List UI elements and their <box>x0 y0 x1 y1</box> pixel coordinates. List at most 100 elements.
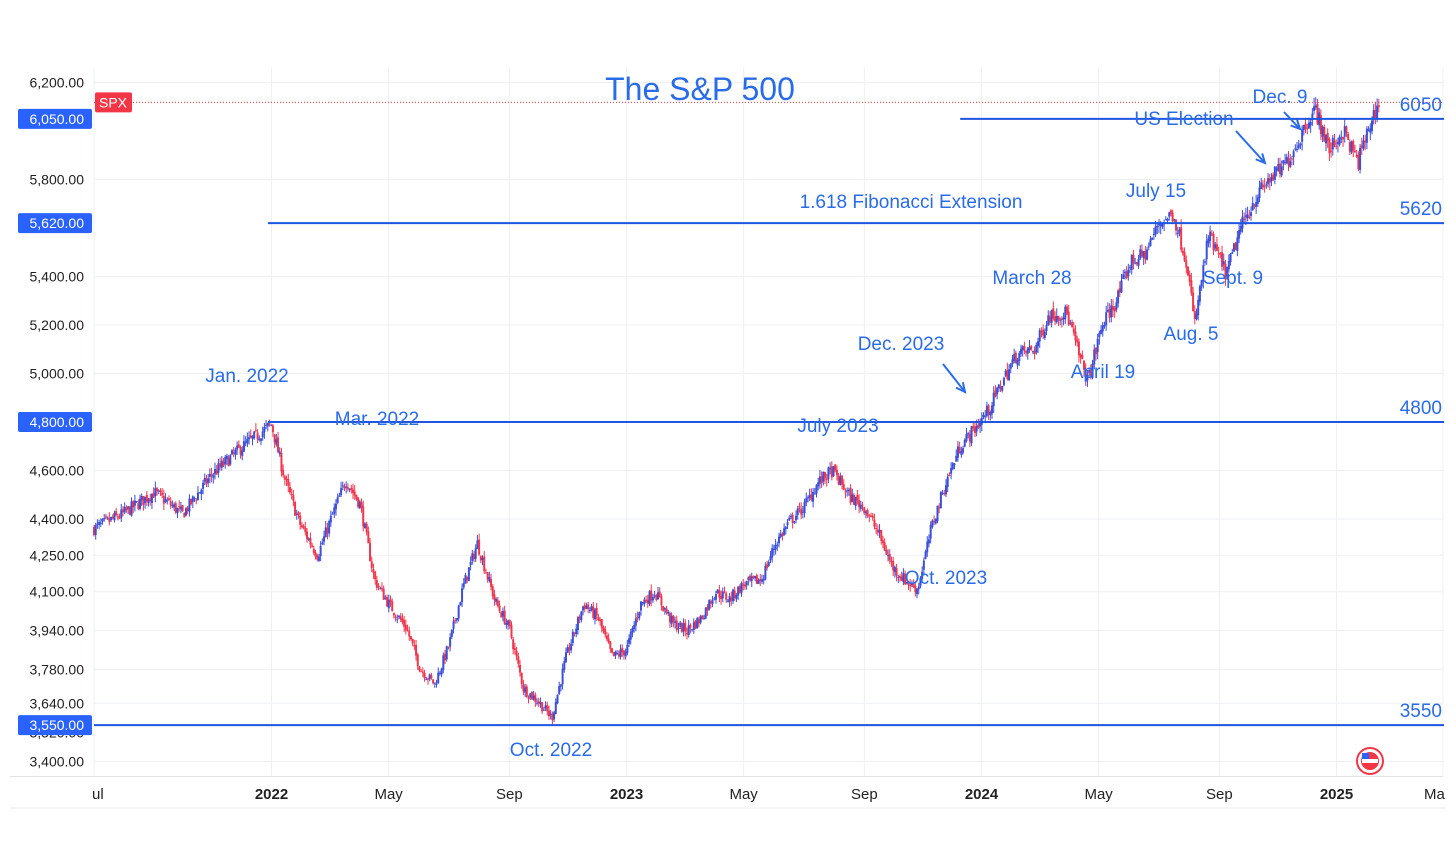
candle-body <box>941 493 944 495</box>
candle-body <box>432 679 435 684</box>
candle-body <box>145 494 148 502</box>
candle-body <box>985 405 988 416</box>
candle-body <box>454 620 457 622</box>
candle-body <box>621 647 624 653</box>
candle-body <box>793 521 796 523</box>
candle-body <box>806 497 809 499</box>
level-layer: 6050 5620 4800 3550 <box>94 95 1444 727</box>
candle-body <box>917 586 920 590</box>
candle-body <box>711 600 714 604</box>
level-label: 4800 <box>1400 398 1442 419</box>
candle-body <box>374 571 377 580</box>
candle-body <box>965 433 968 442</box>
candle-body <box>587 604 590 609</box>
candle-body <box>1130 254 1133 270</box>
tradingview-logo[interactable] <box>1356 747 1384 775</box>
candle-body <box>472 554 475 560</box>
candle-body <box>1129 267 1132 269</box>
candle-body <box>1345 126 1348 134</box>
candle-body <box>140 495 143 501</box>
candle-body <box>720 596 723 600</box>
candle-body <box>1086 374 1089 381</box>
candle-body <box>798 506 801 508</box>
candle-body <box>312 548 315 553</box>
candle-body <box>1232 243 1235 252</box>
candle-body <box>1246 214 1249 219</box>
candle-body <box>1168 212 1171 217</box>
candle-body <box>1359 147 1362 170</box>
candle-body <box>822 471 825 482</box>
price-badge-label: 6,050.00 <box>30 111 85 127</box>
candle-body <box>639 601 642 611</box>
candle-body <box>694 621 697 629</box>
candle-body <box>796 508 799 515</box>
candle-body <box>1244 215 1247 218</box>
candle-body <box>827 467 830 479</box>
candle-body <box>242 441 245 452</box>
candle-body <box>968 434 971 442</box>
candle-body <box>769 556 772 561</box>
candle-body <box>1342 136 1345 140</box>
candle-body <box>386 597 389 607</box>
candle-body <box>507 620 510 625</box>
candle-body <box>743 584 746 587</box>
candle-body <box>1210 233 1213 235</box>
candle-body <box>1038 330 1041 342</box>
annotation-label: March 28 <box>992 268 1071 289</box>
candle-body <box>498 605 501 611</box>
candle-body <box>104 516 107 518</box>
candle-body <box>991 405 994 414</box>
candle-body <box>334 503 337 510</box>
candle-body <box>878 530 881 533</box>
candle-body <box>936 505 939 521</box>
candle-body <box>496 600 499 607</box>
candle-body <box>992 392 995 407</box>
candle-body <box>549 713 552 716</box>
candle-body <box>921 571 924 579</box>
candle-body <box>295 513 298 515</box>
candle-body <box>684 622 687 632</box>
candle-body <box>1149 239 1152 246</box>
candle-body <box>362 506 365 527</box>
candle-body <box>331 513 334 515</box>
candle-body <box>1062 317 1065 320</box>
annotation-label: Jan. 2022 <box>205 366 288 387</box>
candle-body <box>650 590 653 601</box>
candle-body <box>1154 226 1157 235</box>
price-badge <box>18 715 92 736</box>
candle-body <box>846 490 849 492</box>
candle-body <box>1313 106 1316 111</box>
candle-body <box>1357 154 1360 170</box>
annotation-label: Dec. 9 <box>1253 87 1308 108</box>
candle-body <box>1016 359 1019 366</box>
candle-body <box>522 684 525 692</box>
candle-body <box>304 527 307 532</box>
candle-body <box>1202 265 1205 282</box>
candle-body <box>1215 244 1218 251</box>
level-label: 3550 <box>1400 701 1442 722</box>
candle-body <box>510 625 513 638</box>
candle-body <box>205 478 208 484</box>
candle-body <box>679 622 682 627</box>
candle-body <box>956 446 959 458</box>
candle-body <box>1278 163 1281 174</box>
x-tick-label: 2024 <box>965 786 999 803</box>
candle-body <box>1139 249 1142 259</box>
candle-body <box>440 668 443 675</box>
candle-body <box>336 497 339 503</box>
candle-body <box>847 490 850 492</box>
annotation-arrow-shaft <box>942 363 966 393</box>
candle-body <box>343 486 346 489</box>
candle-body <box>788 517 791 521</box>
candle-body <box>757 580 760 584</box>
candle-body <box>658 591 661 598</box>
candle-body <box>200 489 203 494</box>
candle-body <box>1059 319 1062 321</box>
candle-body <box>646 599 649 604</box>
candle-body <box>1222 261 1225 265</box>
candle-body <box>1127 269 1130 277</box>
candle-body <box>668 613 671 623</box>
candle-body <box>178 506 181 508</box>
candle-body <box>801 511 804 513</box>
